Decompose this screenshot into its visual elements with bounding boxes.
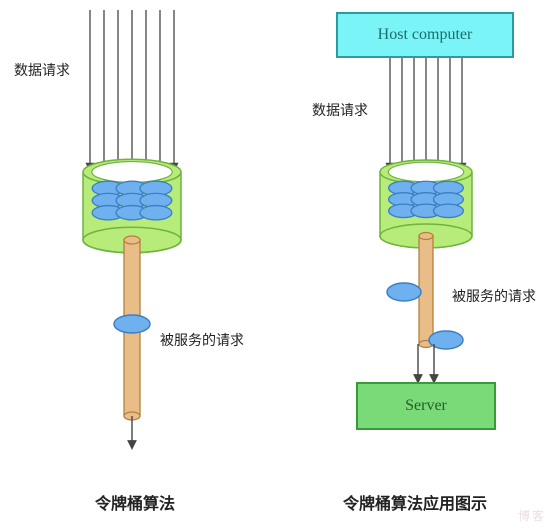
server-label: Server (405, 397, 447, 415)
request-arrows-right (390, 58, 462, 170)
output-arrows-right (418, 344, 434, 382)
request-label-right: 数据请求 (312, 100, 368, 120)
server-box: Server (356, 382, 496, 430)
watermark: 博客 (518, 507, 546, 524)
caption-right: 令牌桶算法应用图示 (300, 490, 530, 514)
served-label-right: 被服务的请求 (452, 286, 536, 306)
right-svg (0, 0, 552, 528)
